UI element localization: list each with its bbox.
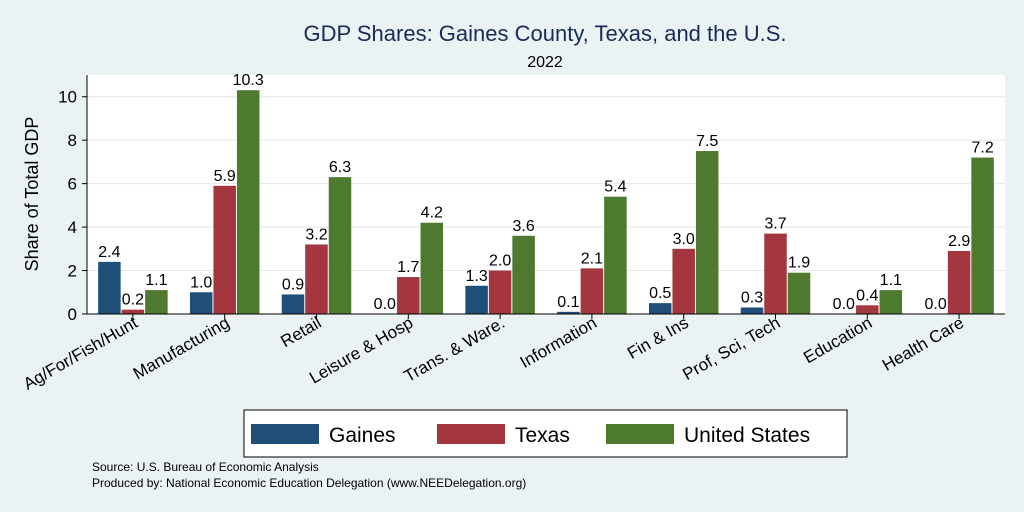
data-label: 1.1 — [880, 272, 902, 289]
bar — [305, 244, 328, 314]
bar — [764, 233, 787, 314]
data-label: 2.1 — [581, 250, 603, 267]
legend-swatch — [437, 424, 505, 444]
data-label: 2.0 — [489, 253, 511, 270]
data-label: 3.7 — [764, 216, 786, 233]
data-label: 0.0 — [374, 296, 396, 313]
bar — [672, 248, 695, 314]
data-label: 10.3 — [233, 72, 264, 89]
legend-label: United States — [684, 424, 810, 447]
data-label: 3.0 — [673, 231, 695, 248]
x-tick-label: Trans. & Ware. — [401, 313, 508, 386]
x-tick-label: Information — [517, 313, 600, 372]
bar — [121, 309, 145, 314]
bar — [420, 222, 444, 314]
produced-by-note: Produced by: National Economic Education… — [92, 476, 526, 490]
bar — [236, 90, 260, 314]
y-tick-label: 8 — [68, 131, 77, 150]
chart-subtitle: 2022 — [527, 54, 563, 71]
y-axis-label: Share of Total GDP — [22, 117, 42, 272]
bar — [397, 277, 420, 314]
source-note: Source: U.S. Bureau of Economic Analysis — [92, 460, 319, 474]
bar — [856, 305, 879, 314]
x-tick-label: Manufacturing — [130, 313, 233, 383]
bar — [145, 290, 168, 314]
y-tick-label: 0 — [68, 305, 77, 324]
legend-swatch — [251, 424, 319, 444]
y-tick-label: 10 — [58, 88, 77, 107]
bar — [971, 157, 994, 314]
bar — [328, 177, 352, 314]
x-tick-label: Fin & Ins — [624, 313, 692, 363]
bar — [787, 272, 811, 314]
x-tick-label: Retail — [277, 313, 324, 351]
x-tick-label: Prof, Sci, Tech — [679, 313, 783, 384]
bar — [648, 303, 672, 314]
data-labels-group: 2.40.21.1 1.05.910.30.93.26.30.01.74.21.3… — [98, 72, 994, 313]
data-label: 1.7 — [397, 259, 419, 276]
legend: Gaines Texas United States — [251, 424, 810, 447]
data-label: 0.3 — [741, 289, 763, 306]
bar — [557, 311, 580, 314]
legend-box — [243, 409, 848, 458]
x-tick-label: Health Care — [879, 313, 967, 375]
legend-swatch — [606, 424, 674, 444]
data-label: 0.9 — [282, 276, 304, 293]
data-label: 7.5 — [696, 133, 718, 150]
bar — [98, 261, 121, 314]
bar — [947, 250, 971, 314]
data-label: 0.2 — [122, 292, 144, 309]
data-label: 5.9 — [214, 168, 236, 185]
y-tick-label: 6 — [68, 175, 77, 194]
data-label: 3.6 — [512, 218, 534, 235]
bar — [465, 285, 488, 314]
x-tick-label: Ag/For/Fish/Hunt — [20, 313, 141, 394]
bar — [695, 151, 719, 314]
data-label: 1.9 — [788, 255, 810, 272]
y-tick-label: 4 — [68, 218, 77, 237]
data-label: 0.0 — [924, 296, 946, 313]
y-ticks-group: 0 2 4 6 8 10 — [58, 88, 87, 324]
bar — [488, 270, 512, 314]
bar — [189, 292, 213, 314]
legend-label: Gaines — [329, 424, 396, 447]
data-label: 0.1 — [557, 294, 579, 311]
bar — [281, 294, 305, 314]
data-label: 7.2 — [971, 140, 993, 157]
data-label: 4.2 — [421, 205, 443, 222]
data-label: 0.4 — [856, 287, 878, 304]
data-label: 3.2 — [305, 226, 327, 243]
legend-label: Texas — [515, 424, 570, 447]
bar — [740, 307, 764, 314]
data-label: 1.0 — [190, 274, 212, 291]
bar — [879, 290, 903, 314]
x-tick-label: Leisure & Hosp — [306, 313, 416, 388]
data-label: 1.3 — [465, 268, 487, 285]
chart-title: GDP Shares: Gaines County, Texas, and th… — [303, 21, 786, 46]
data-label: 5.4 — [604, 179, 626, 196]
data-label: 0.5 — [649, 285, 671, 302]
data-label: 0.0 — [833, 296, 855, 313]
data-label: 6.3 — [329, 159, 351, 176]
bars-group — [98, 90, 994, 314]
bar — [580, 268, 604, 314]
bar — [213, 185, 236, 314]
data-label: 2.9 — [948, 233, 970, 250]
bar — [604, 196, 627, 314]
bar — [512, 235, 535, 314]
y-tick-label: 2 — [68, 262, 77, 281]
data-label: 1.1 — [145, 272, 167, 289]
x-tick-label: Education — [800, 313, 875, 367]
data-label: 2.4 — [98, 244, 120, 261]
